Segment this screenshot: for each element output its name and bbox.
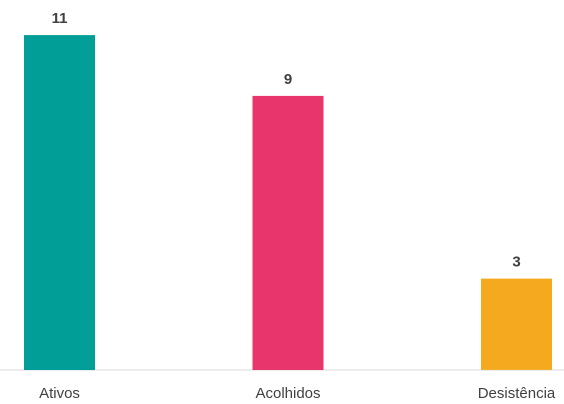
data-labels-group: 11 9 3 [52, 10, 521, 271]
x-tick-label: Ativos [39, 385, 80, 402]
x-tick-label: Acolhidos [255, 385, 320, 402]
bar-ativos [24, 35, 95, 370]
x-tick-labels-group: Ativos Acolhidos Desistência [39, 385, 556, 402]
data-label: 3 [512, 254, 520, 271]
data-label: 11 [52, 10, 68, 27]
x-tick-label: Desistência [478, 385, 556, 402]
bars-group [24, 35, 552, 371]
bar-desistencia [481, 278, 552, 370]
data-label: 9 [284, 71, 292, 88]
bar-acolhidos [252, 95, 324, 371]
